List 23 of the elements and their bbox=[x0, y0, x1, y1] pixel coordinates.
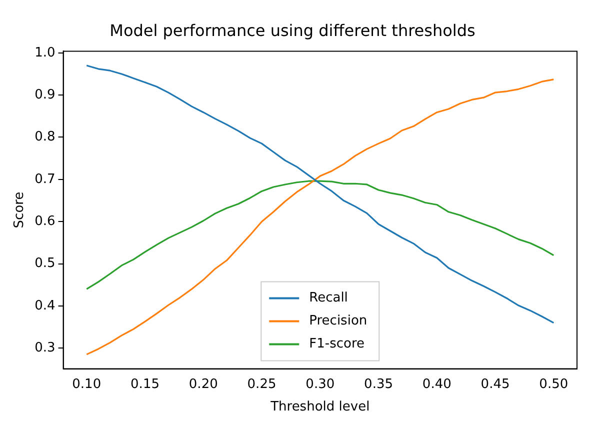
legend-label: Precision bbox=[309, 314, 368, 329]
x-tick-label: 0.30 bbox=[306, 376, 335, 392]
x-tick-label: 0.10 bbox=[72, 376, 102, 392]
x-tick-label: 0.40 bbox=[422, 376, 452, 392]
x-tick-label: 0.45 bbox=[480, 376, 510, 392]
y-tick-label: 0.6 bbox=[34, 214, 56, 229]
y-tick-label: 0.4 bbox=[34, 298, 56, 314]
legend-label: F1-score bbox=[309, 336, 365, 352]
x-tick-label: 0.50 bbox=[539, 376, 568, 392]
y-tick-label: 0.7 bbox=[34, 172, 56, 187]
y-tick-label: 0.3 bbox=[34, 340, 56, 356]
y-tick-label: 0.9 bbox=[34, 87, 56, 102]
y-axis-title: Score bbox=[12, 192, 28, 228]
x-tick-label: 0.15 bbox=[130, 376, 160, 392]
y-tick-label: 1.0 bbox=[34, 45, 56, 60]
x-tick-label: 0.35 bbox=[364, 376, 393, 392]
chart-title: Model performance using different thresholds bbox=[110, 20, 476, 40]
y-tick-label: 0.5 bbox=[34, 256, 56, 272]
x-axis-title: Threshold level bbox=[270, 400, 370, 415]
x-tick-label: 0.20 bbox=[188, 376, 218, 392]
legend-label: Recall bbox=[309, 290, 348, 306]
x-tick-label: 0.25 bbox=[247, 376, 276, 392]
y-tick-label: 0.8 bbox=[34, 130, 56, 145]
